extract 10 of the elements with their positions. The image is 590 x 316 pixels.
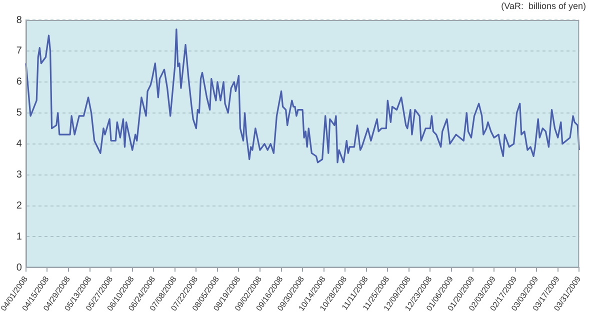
y-tick-label: 6 [16,76,22,88]
y-tick-label: 1 [16,231,22,242]
y-tick-label: 8 [16,14,22,26]
y-axis-title: (VaR: billions of yen) [501,1,586,11]
y-tick-label: 4 [16,138,22,150]
y-tick-label: 5 [16,108,22,119]
y-tick-label: 3 [16,170,22,181]
y-tick-label: 7 [16,46,22,57]
y-tick-label: 2 [16,200,22,212]
y-tick-label: 0 [16,262,22,274]
